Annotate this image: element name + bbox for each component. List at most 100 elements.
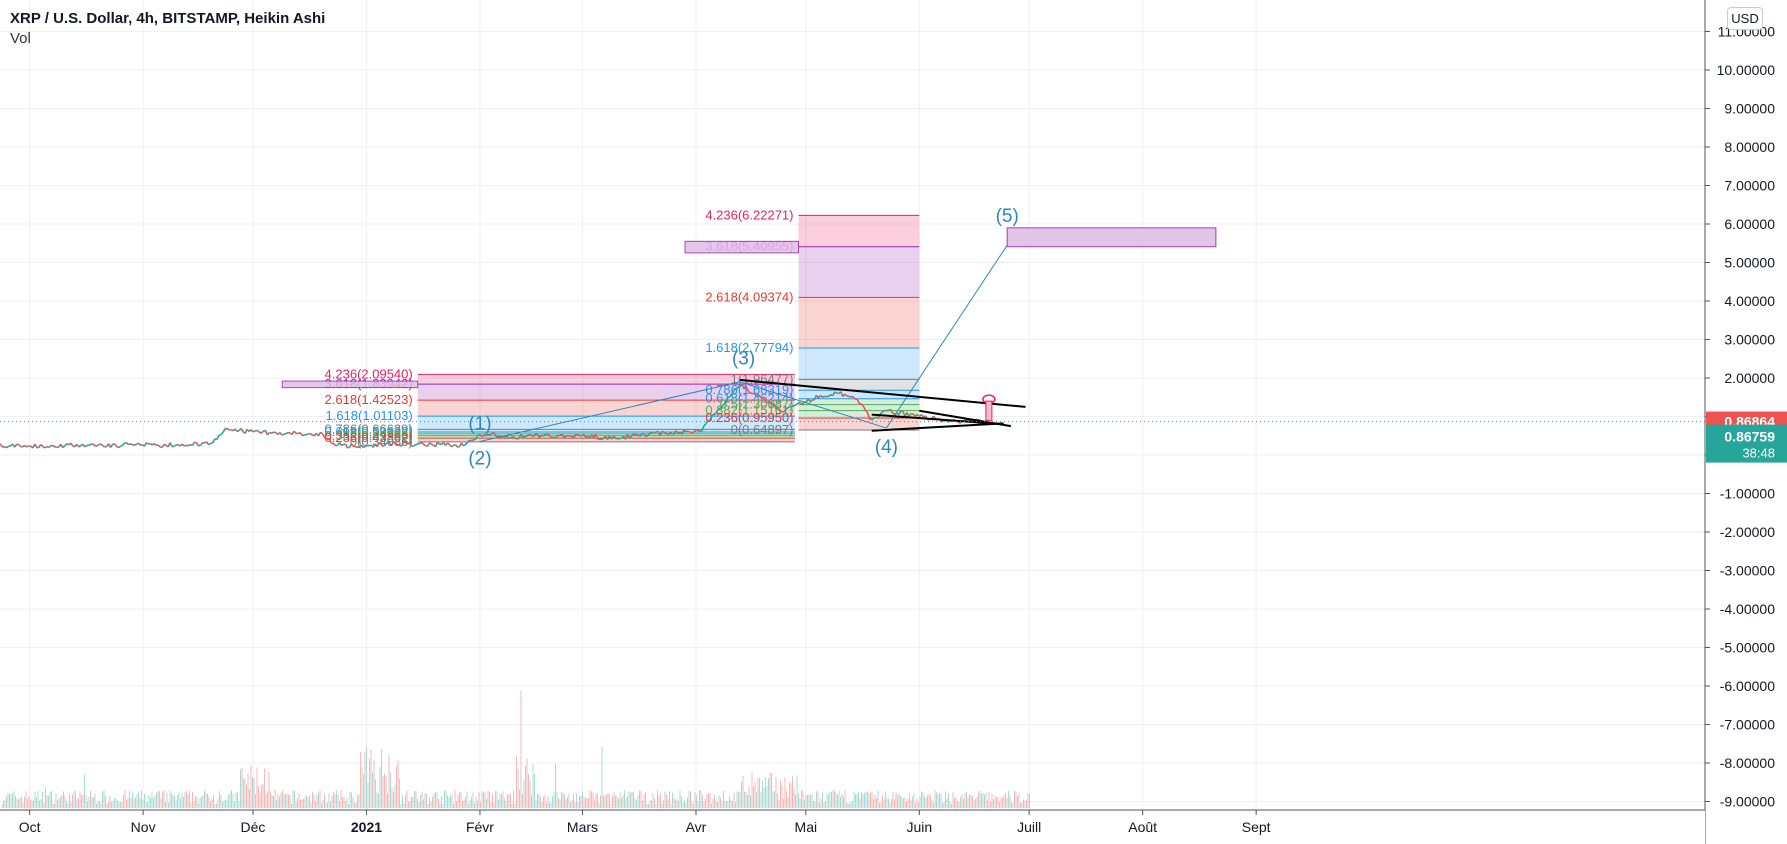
fib-level-label: 0.618(0.59682) bbox=[325, 424, 413, 439]
price-segment bbox=[760, 396, 763, 399]
time-axis[interactable]: Oct Nov Déc 2021 Févr Mars Avr Mai Juin Juill Août… bbox=[0, 809, 1705, 844]
trendline[interactable] bbox=[871, 422, 1004, 432]
wave-label[interactable]: (1) bbox=[468, 414, 491, 435]
price-segment bbox=[464, 442, 468, 446]
price-segment bbox=[306, 433, 309, 436]
price-segment bbox=[585, 435, 589, 438]
fib-zone bbox=[417, 429, 795, 433]
trendline[interactable] bbox=[919, 409, 1012, 428]
currency-button[interactable]: USD bbox=[1727, 7, 1763, 30]
price-segment bbox=[54, 445, 58, 449]
trendline[interactable] bbox=[871, 413, 1004, 426]
price-segment bbox=[324, 436, 328, 440]
price-segment bbox=[394, 441, 398, 446]
y-tick-label: -7.00000 bbox=[1720, 717, 1775, 733]
price-segment bbox=[102, 444, 106, 448]
fib-level-label: 2.618(4.09374) bbox=[705, 289, 793, 304]
price-segment bbox=[269, 431, 272, 435]
triangle-trendlines[interactable] bbox=[739, 378, 1026, 432]
annotation-boxes[interactable] bbox=[281, 227, 1217, 389]
price-segment bbox=[240, 428, 244, 433]
elliott-wave-drawing[interactable]: (1) (2) (3) (4) (5) bbox=[468, 206, 1018, 470]
y-tick-label: -6.00000 bbox=[1720, 678, 1775, 694]
price-segment bbox=[153, 442, 157, 446]
price-segment bbox=[453, 443, 456, 447]
price-segment bbox=[328, 438, 333, 444]
price-segment bbox=[610, 435, 615, 440]
fib-level-label: 2.618(1.42523) bbox=[325, 392, 413, 407]
price-segment bbox=[873, 416, 877, 420]
price-segment bbox=[204, 441, 207, 444]
price-segment bbox=[613, 435, 616, 439]
price-segment bbox=[260, 430, 264, 434]
target-box[interactable] bbox=[1006, 227, 1217, 248]
y-tick-label: -3.00000 bbox=[1720, 563, 1775, 579]
price-segment bbox=[408, 442, 413, 447]
price-segment bbox=[14, 443, 18, 448]
price-segment bbox=[423, 443, 427, 447]
price-segment bbox=[341, 443, 344, 447]
label-box[interactable] bbox=[684, 240, 799, 254]
price-segment bbox=[195, 442, 200, 447]
price-segment bbox=[285, 431, 289, 435]
price-segment bbox=[448, 443, 453, 448]
marker-bar[interactable] bbox=[985, 400, 993, 421]
wave-label[interactable]: (5) bbox=[996, 206, 1019, 227]
price-segment bbox=[573, 434, 577, 439]
price-segment bbox=[338, 442, 343, 447]
price-segment bbox=[479, 434, 483, 438]
price-segment bbox=[191, 441, 196, 446]
price-segment bbox=[2, 445, 5, 449]
fib-level-label: 1.618(1.01103) bbox=[326, 408, 413, 423]
price-segment bbox=[281, 433, 285, 436]
price-segment bbox=[709, 414, 713, 421]
price-segment bbox=[234, 428, 238, 433]
price-segment bbox=[473, 438, 477, 441]
price-segment bbox=[22, 444, 26, 448]
wave-label[interactable]: (3) bbox=[732, 349, 755, 370]
price-segment bbox=[72, 445, 76, 448]
price-segment bbox=[713, 412, 717, 416]
volume-indicator-label[interactable]: Vol bbox=[10, 30, 31, 47]
wave-label[interactable]: (2) bbox=[468, 449, 491, 470]
price-segment bbox=[663, 431, 667, 435]
fib-level-label: 0(0.64897) bbox=[731, 422, 794, 437]
price-segment bbox=[80, 443, 84, 447]
price-axis[interactable]: 11.0000010.000009.000008.000007.000006.0… bbox=[1704, 0, 1787, 844]
x-tick-label: Déc bbox=[241, 819, 266, 835]
price-segment bbox=[506, 435, 510, 439]
price-segment bbox=[444, 442, 449, 446]
wave-line[interactable] bbox=[885, 244, 1008, 429]
trendline[interactable] bbox=[739, 378, 1026, 408]
price-segment bbox=[446, 442, 450, 446]
fib-level-label: 0.5(0.54795) bbox=[339, 426, 413, 441]
price-segment bbox=[633, 433, 637, 436]
y-tick-label: 8.00000 bbox=[1724, 139, 1775, 155]
price-segment bbox=[309, 433, 313, 436]
price-segment bbox=[84, 444, 88, 448]
price-segment bbox=[731, 390, 735, 394]
price-segment bbox=[842, 393, 846, 398]
price-segment bbox=[561, 433, 565, 438]
price-segment bbox=[530, 434, 534, 438]
price-segment bbox=[551, 436, 554, 439]
fib-extension-2[interactable]: 4.236(6.22271)3.618(5.40955)2.618(4.0937… bbox=[705, 207, 920, 437]
label-box[interactable] bbox=[281, 380, 419, 389]
price-segment bbox=[222, 428, 226, 433]
wave-line[interactable] bbox=[479, 381, 741, 443]
fib-level-label: 1.618(2.77794) bbox=[705, 340, 793, 355]
price-segment bbox=[104, 445, 107, 448]
symbol-title[interactable]: XRP / U.S. Dollar, 4h, BITSTAMP, Heikin … bbox=[10, 10, 326, 27]
wave-line[interactable] bbox=[739, 381, 887, 429]
price-segment bbox=[687, 430, 691, 434]
price-segment bbox=[116, 445, 119, 449]
price-segment bbox=[441, 442, 444, 445]
price-series bbox=[0, 383, 983, 449]
price-segment bbox=[419, 441, 423, 445]
price-segment bbox=[275, 432, 279, 435]
wave-label[interactable]: (4) bbox=[875, 437, 898, 458]
price-segment bbox=[787, 406, 791, 409]
fib-zone bbox=[798, 348, 920, 380]
price-segment bbox=[649, 431, 653, 434]
